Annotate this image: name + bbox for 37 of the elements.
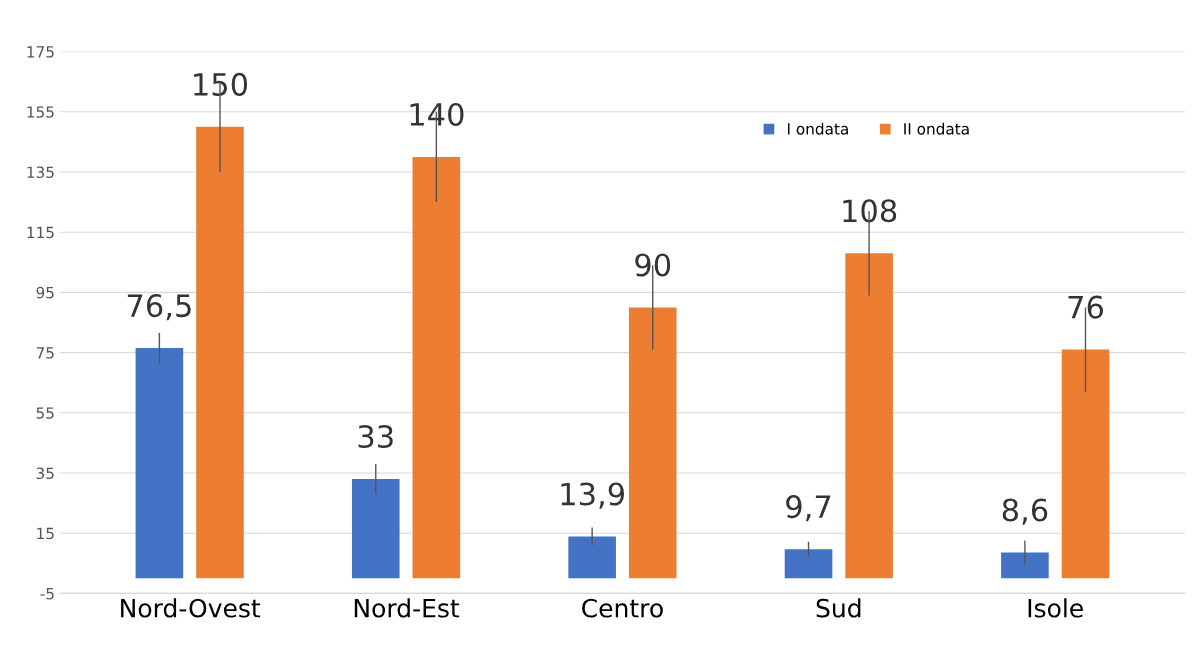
bar [196,126,244,579]
y-tick-label: 35 [36,467,54,480]
y-tick-label: 55 [36,407,54,419]
data-label: 76,5 [127,294,191,321]
data-label: 33 [358,424,393,449]
x-tick-label: Nord-Ovest [121,598,261,618]
data-label: 150 [194,72,248,96]
y-tick-label: 135 [27,166,54,179]
x-tick-label: Isole [1028,598,1083,618]
y-tick-label: 15 [37,527,54,540]
bar [628,307,677,579]
bar [351,479,400,579]
x-tick-label: Centro [582,598,663,618]
data-label: 8,6 [1002,498,1048,525]
bar [1001,552,1049,579]
data-label: 13,9 [561,482,625,509]
y-tick-label: 115 [27,226,54,239]
legend-label: II ondata [904,122,969,135]
legend-label: I ondata [787,122,848,135]
bar [845,253,893,579]
y-tick-label: 95 [36,286,54,299]
y-tick-label: 75 [36,347,54,359]
data-label: 9,7 [786,495,831,522]
data-label: 90 [635,253,671,277]
x-tick-label: Sud [816,598,861,618]
y-tick-label: 155 [27,106,54,118]
bar [1061,349,1110,579]
x-tick-label: Nord-Est [354,598,460,618]
y-tick-label: 175 [27,46,54,58]
data-label: 76 [1068,295,1104,319]
bar [135,348,184,579]
bar [568,536,616,579]
y-tick-label: -5 [40,588,54,600]
data-label: 140 [410,102,464,127]
bar [784,549,833,579]
bar [412,156,461,579]
data-label: 108 [843,199,897,223]
